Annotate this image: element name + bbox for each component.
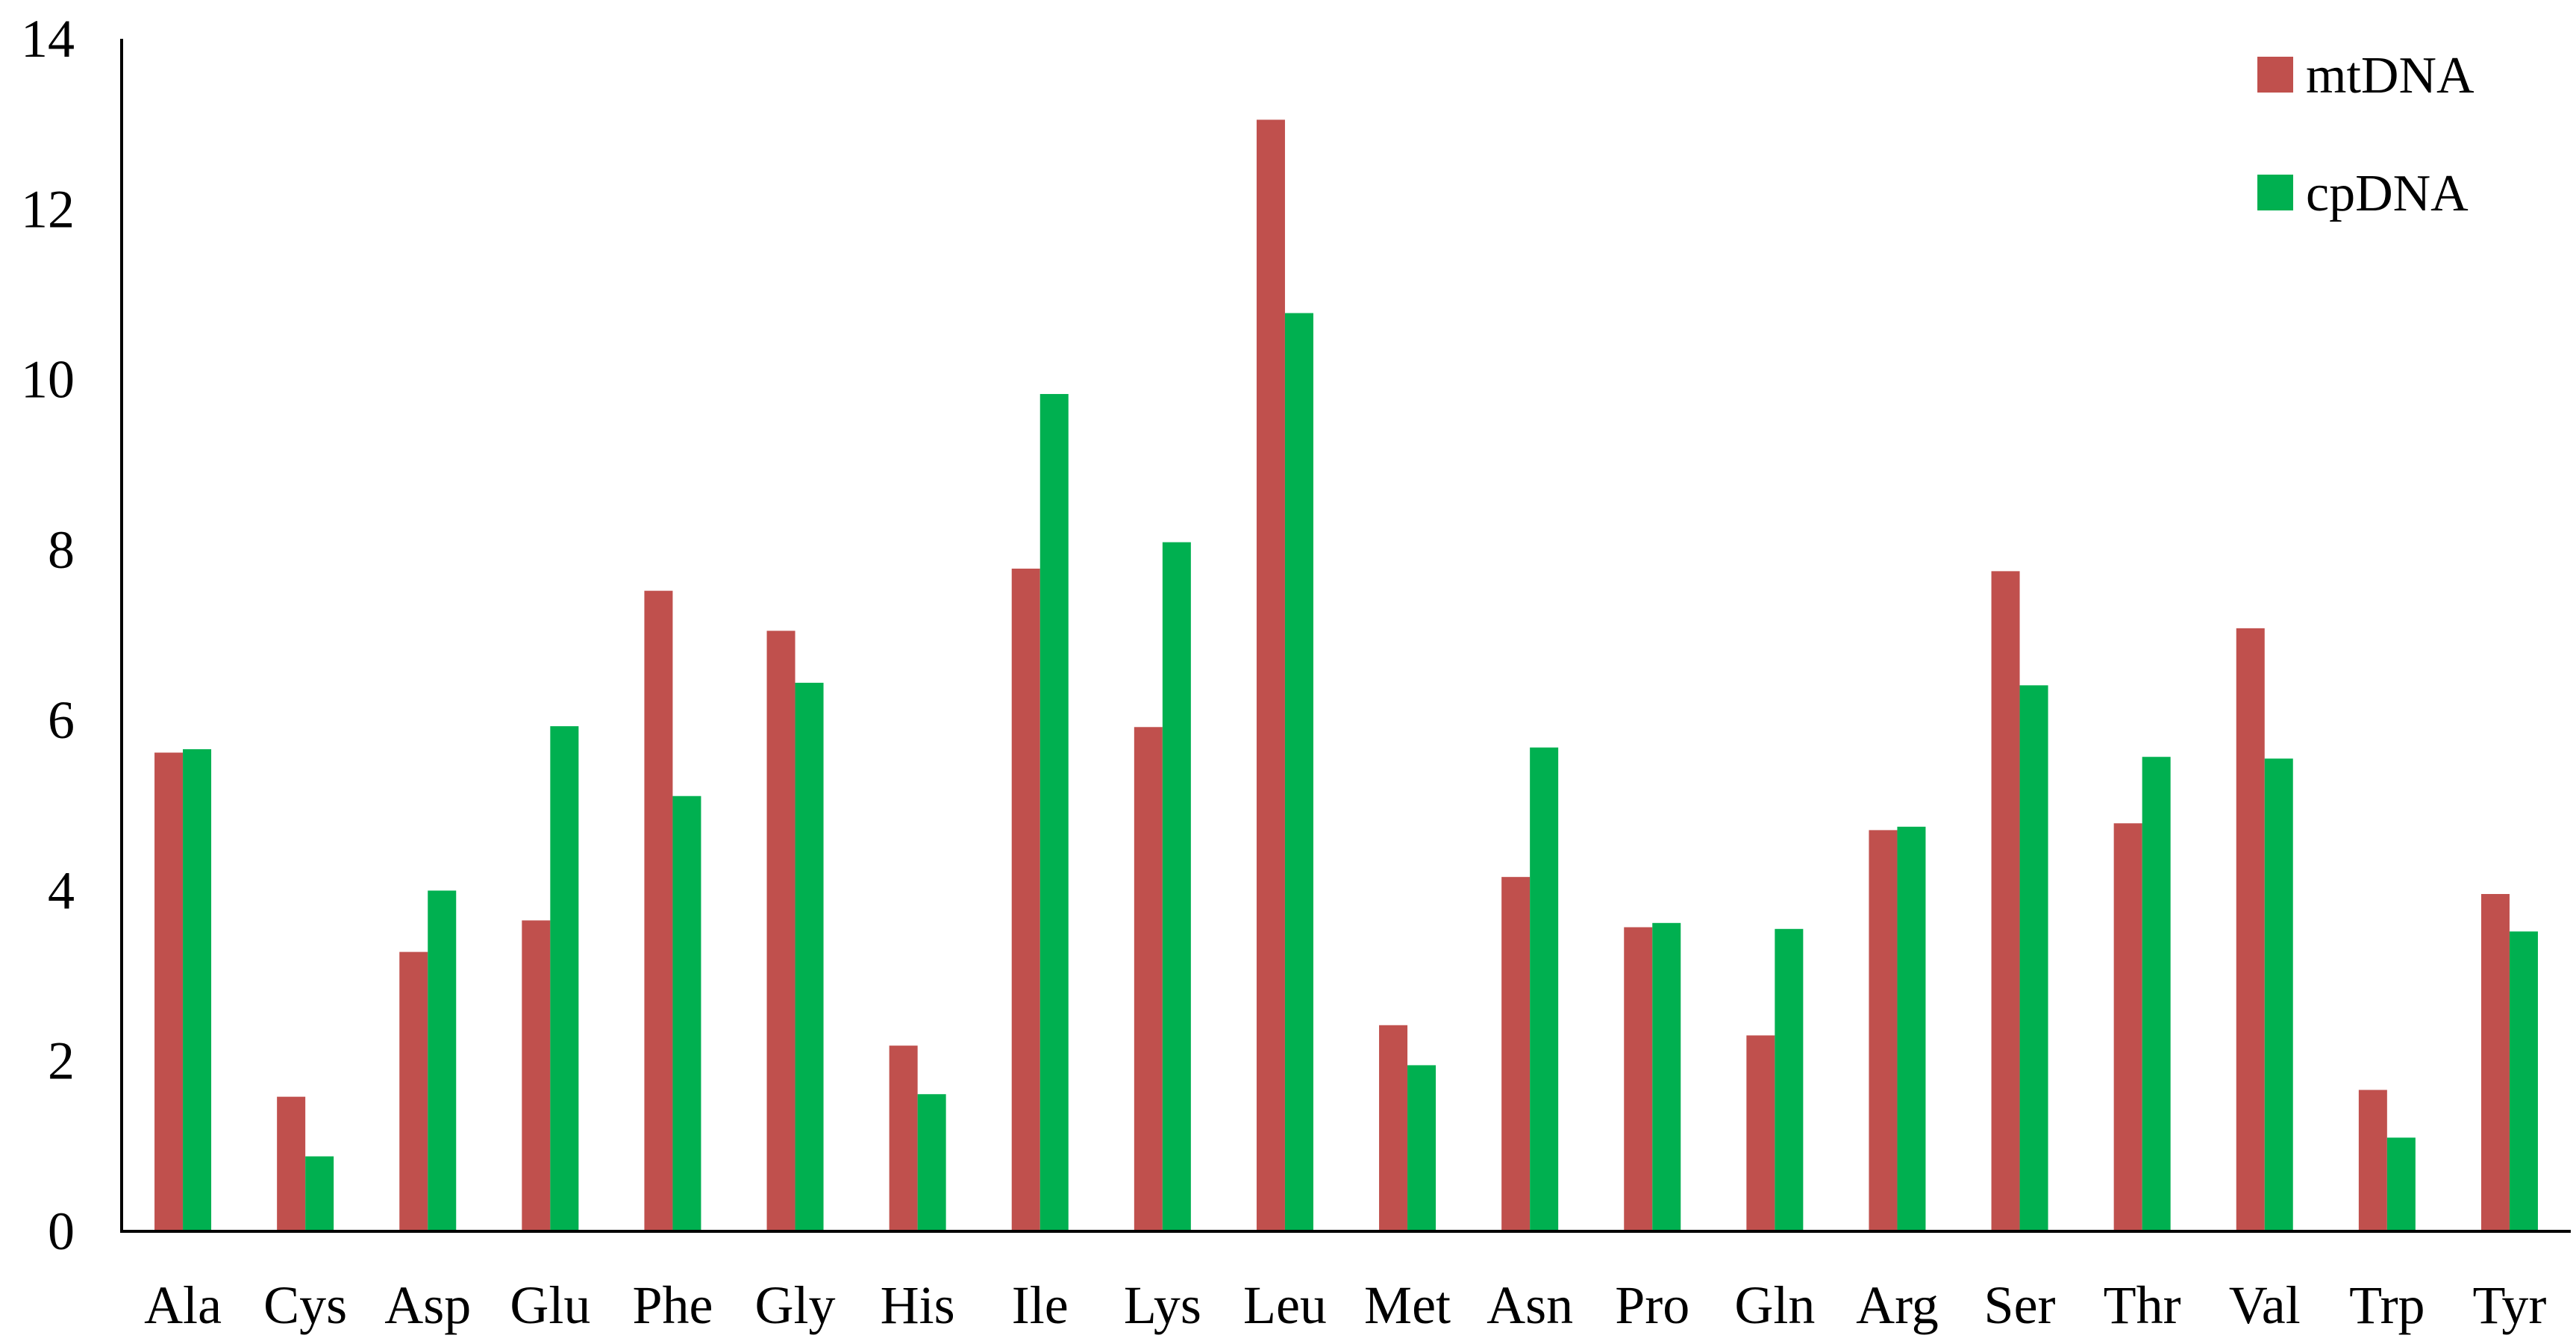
bar-mtdna-thr: [2113, 823, 2142, 1231]
y-tick-label: 2: [48, 1031, 75, 1091]
x-tick-label: Gln: [1734, 1275, 1815, 1335]
legend-swatch-cpdna: [2257, 175, 2293, 210]
x-tick-label: Thr: [2104, 1275, 2181, 1335]
bar-cpdna-ala: [183, 748, 212, 1231]
y-tick-label: 12: [21, 179, 75, 239]
bar-mtdna-cys: [277, 1096, 306, 1231]
bar-cpdna-cys: [305, 1156, 334, 1231]
x-tick-label: Ser: [1984, 1275, 2056, 1335]
y-tick-label: 0: [48, 1201, 75, 1261]
bar-mtdna-arg: [1869, 830, 1898, 1231]
x-tick-label: Phe: [632, 1275, 713, 1335]
bar-cpdna-tyr: [2509, 931, 2538, 1231]
y-tick-label: 8: [48, 520, 75, 580]
legend: mtDNA cpDNA: [2257, 47, 2475, 222]
bar-cpdna-met: [1407, 1065, 1437, 1231]
bar-cpdna-gly: [795, 682, 824, 1231]
y-tick-label: 6: [48, 690, 75, 750]
x-tick-label: Val: [2229, 1275, 2301, 1335]
bar-mtdna-gly: [766, 631, 795, 1231]
bar-cpdna-arg: [1897, 826, 1926, 1231]
x-tick-label: Cys: [263, 1275, 347, 1335]
bar-cpdna-gln: [1775, 928, 1804, 1231]
bar-cpdna-val: [2264, 758, 2293, 1231]
x-tick-label: Arg: [1856, 1275, 1939, 1335]
bar-mtdna-gln: [1746, 1035, 1775, 1231]
bar-cpdna-lys: [1162, 542, 1191, 1231]
bar-cpdna-ile: [1040, 393, 1069, 1231]
legend-swatch-mtdna: [2257, 57, 2293, 93]
bar-cpdna-asn: [1530, 747, 1559, 1231]
x-tick-label: Asp: [384, 1275, 471, 1335]
legend-label-cpdna: cpDNA: [2306, 165, 2469, 222]
x-tick-label: Glu: [510, 1275, 590, 1335]
bar-mtdna-asp: [399, 951, 428, 1231]
bar-mtdna-tyr: [2480, 893, 2510, 1231]
bar-cpdna-his: [917, 1094, 946, 1231]
bar-cpdna-asp: [428, 890, 457, 1231]
bar-mtdna-his: [889, 1045, 918, 1231]
bar-mtdna-glu: [522, 920, 551, 1231]
bar-cpdna-phe: [672, 796, 701, 1231]
y-tick-label: 14: [21, 9, 75, 69]
x-tick-label: Ile: [1012, 1275, 1069, 1335]
bar-cpdna-thr: [2142, 757, 2171, 1231]
bar-cpdna-leu: [1284, 313, 1313, 1231]
x-tick-label: Tyr: [2472, 1275, 2546, 1335]
bar-mtdna-phe: [644, 590, 673, 1231]
bar-mtdna-ile: [1011, 568, 1040, 1231]
bar-cpdna-pro: [1652, 922, 1681, 1231]
bar-cpdna-trp: [2386, 1137, 2416, 1231]
bar-mtdna-trp: [2358, 1090, 2387, 1231]
x-tick-label: Pro: [1615, 1275, 1689, 1335]
x-tick-label: Ala: [144, 1275, 222, 1335]
bar-mtdna-ala: [154, 752, 184, 1231]
x-tick-label: Met: [1364, 1275, 1451, 1335]
bar-mtdna-asn: [1501, 877, 1531, 1231]
x-axis-ticks: Ala Cys Asp Glu Phe Gly His Ile Lys Leu Met Asn Pro G…: [144, 1275, 2546, 1335]
y-tick-label: 10: [21, 350, 75, 410]
y-tick-label: 4: [48, 860, 75, 920]
bars-group: [154, 119, 2538, 1232]
bar-cpdna-ser: [2019, 685, 2048, 1231]
x-tick-label: Leu: [1243, 1275, 1327, 1335]
bar-cpdna-glu: [550, 726, 579, 1231]
x-tick-label: Gly: [755, 1275, 836, 1335]
bar-mtdna-leu: [1256, 119, 1285, 1232]
axes: [120, 39, 2571, 1233]
bar-mtdna-met: [1379, 1025, 1408, 1231]
bar-mtdna-lys: [1134, 727, 1163, 1231]
x-tick-label: Trp: [2349, 1275, 2425, 1335]
bar-mtdna-ser: [1991, 571, 2020, 1231]
legend-label-mtdna: mtDNA: [2306, 47, 2475, 104]
x-tick-label: Lys: [1124, 1275, 1201, 1335]
y-axis-ticks: 0 2 4 6 8 10 12 14: [21, 9, 75, 1261]
bar-mtdna-val: [2236, 628, 2265, 1231]
bar-mtdna-pro: [1624, 927, 1653, 1231]
x-tick-label: Asn: [1486, 1275, 1573, 1335]
x-tick-label: His: [881, 1275, 955, 1335]
